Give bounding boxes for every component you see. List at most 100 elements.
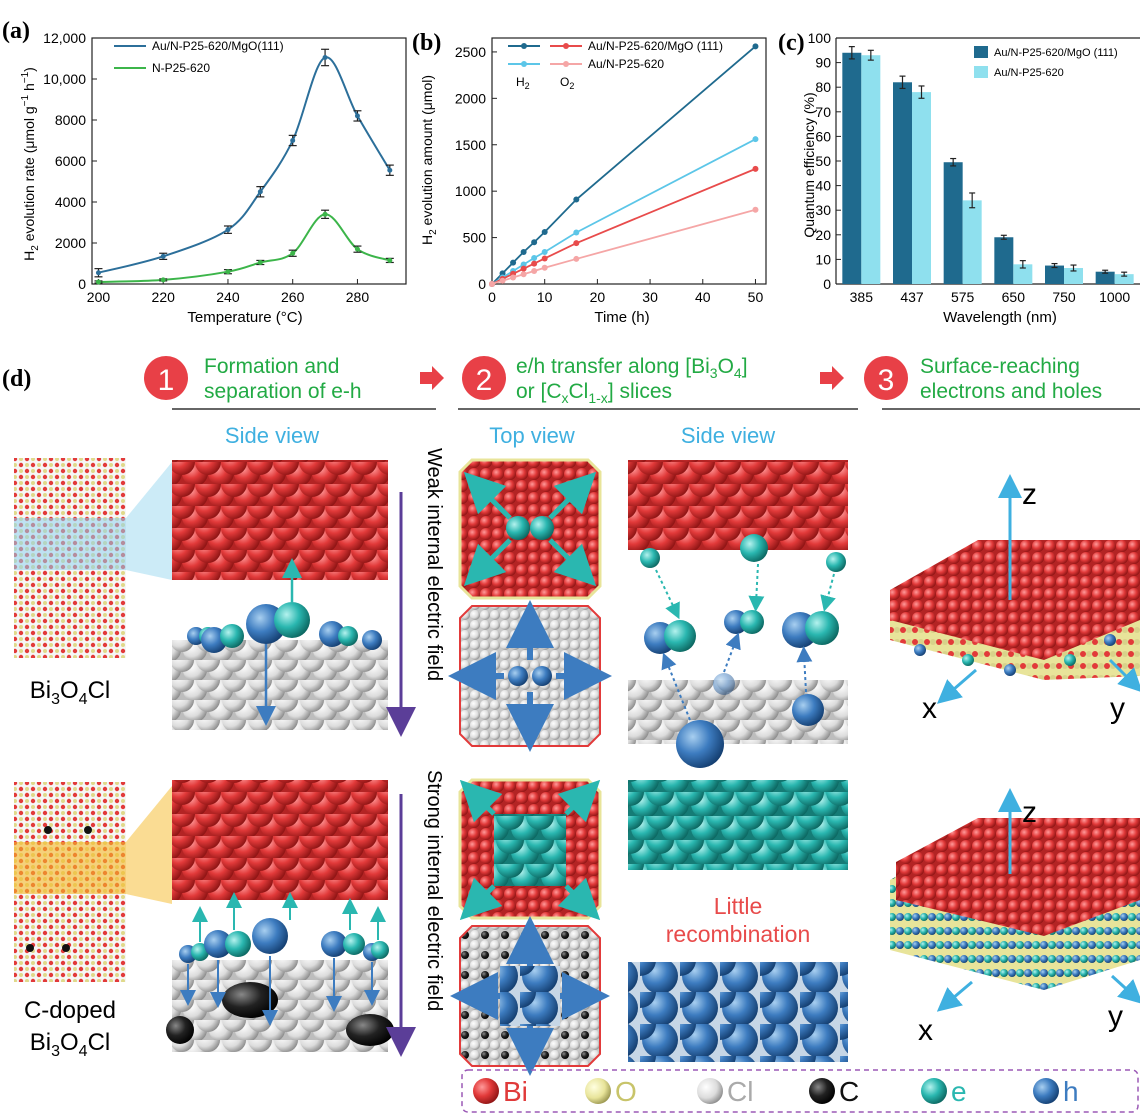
legend-label-au-mgo: Au/N-P25-620/MgO(111)	[152, 39, 284, 53]
electron-particle	[338, 626, 358, 646]
step-2-line2: or [CxCl1-x] slices	[516, 380, 672, 406]
step-3-line2: electrons and holes	[920, 380, 1102, 403]
y-tick-label: 90	[815, 55, 831, 71]
data-point	[160, 277, 166, 283]
step-badge-2	[462, 356, 506, 400]
carbon-atom	[84, 826, 92, 834]
chart-a-frame	[91, 37, 407, 285]
y-tick-label: 2500	[455, 44, 486, 60]
axis-y	[1110, 974, 1140, 1005]
legend-atom-h-icon	[1033, 1078, 1059, 1104]
data-point	[499, 270, 506, 277]
data-point	[573, 240, 580, 247]
step-header-3: 3 Surface-reaching electrons and holes	[864, 355, 1140, 410]
electron-particle	[225, 931, 251, 957]
electron-particle	[1064, 654, 1076, 666]
step-arrow-2	[820, 366, 844, 390]
chart-b-xlabel: Time (h)	[594, 309, 649, 326]
y-tick-label: 0	[823, 276, 831, 292]
series-line-2	[491, 168, 756, 285]
series-line-0	[491, 45, 757, 285]
step-number-3: 3	[878, 364, 895, 397]
legend-atom-label: Bi	[503, 1076, 528, 1107]
data-point	[520, 271, 527, 278]
x-tick-label: 50	[748, 289, 764, 305]
carbon-atom	[346, 1014, 394, 1046]
data-point	[573, 255, 580, 262]
transfer-arrow	[548, 538, 597, 587]
carbon-atom	[44, 826, 52, 834]
x-tick-label: 220	[152, 289, 176, 305]
data-point	[257, 189, 263, 195]
legend-atom-label: h	[1063, 1076, 1079, 1107]
data-point	[95, 279, 101, 285]
x-tick-label: 30	[642, 289, 658, 305]
legend-col-o2: O2	[560, 75, 574, 91]
data-point	[160, 253, 166, 259]
hole-layer-bottom	[628, 962, 848, 1062]
hole-particle	[362, 630, 382, 650]
data-point	[95, 270, 101, 276]
data-point	[531, 239, 538, 246]
y-tick-label: 12,000	[43, 30, 86, 46]
legend-atom-bi-icon	[473, 1078, 499, 1104]
legend-label-c2: Au/N-P25-620	[994, 67, 1064, 79]
data-point	[752, 43, 759, 50]
y-tick-label: 8000	[55, 112, 86, 128]
bar-0	[1095, 271, 1115, 284]
legend-col-h2: H2	[516, 75, 530, 91]
data-point	[387, 257, 393, 263]
material-label-bi3o4cl: Bi3O4Cl	[30, 677, 111, 708]
y-tick-label: 20	[815, 227, 831, 243]
bar-1	[1064, 268, 1083, 284]
transfer-arrow	[459, 877, 503, 921]
hole-particle	[508, 666, 528, 686]
data-point	[322, 211, 328, 217]
legend-marker-h2-p25	[521, 61, 527, 67]
material-label-c-doped-line1: C-doped	[24, 997, 116, 1024]
hole-particle	[319, 621, 345, 647]
axis-label-z: z	[1022, 478, 1037, 511]
field-label-strong: Strong internal electric field	[423, 770, 445, 1011]
electron-particle	[740, 534, 768, 562]
data-point	[541, 264, 548, 271]
crystal-highlight-1	[14, 518, 126, 570]
hole-particle	[713, 673, 735, 695]
y-tick-label: 50	[815, 153, 831, 169]
little-recombination-line2: recombination	[666, 921, 810, 947]
transfer-arrow	[748, 563, 765, 612]
bar-0	[943, 162, 963, 284]
cl-layer-bottom	[172, 640, 388, 730]
x-tick-label: 0	[488, 289, 496, 305]
x-tick-label: 240	[216, 289, 240, 305]
field-label-weak: Weak internal electric field	[423, 448, 445, 681]
hole-particle	[204, 930, 232, 958]
bi-layer-top	[172, 460, 388, 580]
hole-particle	[914, 644, 926, 656]
x-tick-label: 385	[850, 289, 874, 305]
step-number-1: 1	[158, 364, 175, 397]
x-tick-label: 40	[695, 289, 711, 305]
step-2-line1: e/h transfer along [Bi3O4]	[516, 355, 748, 381]
axis-label-z: z	[1022, 796, 1037, 829]
panel-label-a: (a)	[2, 18, 30, 44]
chart-c: Quantum efficiency (%) Wavelength (nm) A…	[801, 30, 1140, 326]
side-view-label-2: Side view	[681, 423, 775, 448]
electron-particle	[962, 654, 974, 666]
transfer-arrow	[463, 538, 512, 587]
data-point	[531, 268, 538, 275]
data-point	[752, 136, 759, 143]
slab-3d-weak: z x y	[890, 474, 1140, 725]
step-badge-1	[144, 356, 188, 400]
top-view-weak-cl	[448, 600, 612, 752]
electron-grid	[494, 814, 566, 886]
hole-particle	[676, 720, 724, 768]
x-tick-label: 260	[281, 289, 305, 305]
data-point	[354, 246, 360, 252]
transfer-arrow	[557, 877, 601, 921]
y-tick-label: 80	[815, 79, 831, 95]
data-point	[520, 265, 527, 272]
axis-label-x: x	[922, 692, 937, 725]
electron-particle	[664, 620, 696, 652]
